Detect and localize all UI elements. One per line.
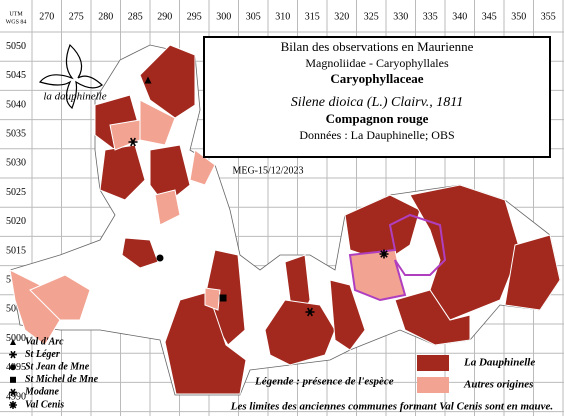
- x-label: 340: [452, 11, 467, 22]
- symbol: [305, 307, 315, 317]
- grid-corner: WGS 84: [6, 19, 27, 25]
- place-markers: [128, 76, 389, 317]
- place-name: Modane: [24, 387, 59, 398]
- commune-other: [29, 274, 91, 321]
- symbol: [144, 76, 152, 84]
- commune-dauphinelle: [99, 144, 146, 201]
- x-label: 335: [423, 11, 438, 22]
- y-label: 4995: [6, 362, 26, 373]
- family: Caryophyllaceae: [330, 71, 423, 86]
- logo-text: la dauphinelle: [43, 91, 106, 103]
- legend-label: La Dauphinelle: [463, 357, 535, 369]
- y-label: 5025: [6, 187, 26, 198]
- note: Les limites des anciennes communes forma…: [230, 401, 553, 413]
- y-label: 5020: [6, 216, 26, 227]
- x-label: 310: [275, 11, 290, 22]
- commune-dauphinelle: [329, 279, 366, 351]
- place-name: St Michel de Mne: [25, 374, 99, 385]
- x-label: 270: [39, 11, 54, 22]
- commune-dauphinelle: [139, 44, 196, 119]
- commune-dauphinelle: [409, 184, 521, 321]
- commune-other: [204, 287, 221, 311]
- place-name: Val d'Arc: [25, 336, 64, 347]
- legend-swatch: [417, 377, 449, 393]
- y-label: 5005: [6, 304, 26, 315]
- x-label: 315: [305, 11, 320, 22]
- commune-dauphinelle: [344, 194, 421, 256]
- symbol: [10, 364, 16, 371]
- legend-title: Légende : présence de l'espèce: [254, 376, 394, 388]
- x-label: 320: [334, 11, 349, 22]
- x-label: 350: [511, 11, 526, 22]
- x-label: 300: [216, 11, 231, 22]
- y-label: 5040: [6, 99, 26, 110]
- x-label: 305: [246, 11, 261, 22]
- x-label: 325: [364, 11, 379, 22]
- x-label: 345: [482, 11, 497, 22]
- taxon-group: Magnoliidae - Caryophyllales: [305, 56, 449, 70]
- symbol: [128, 137, 138, 147]
- y-label: 5045: [6, 70, 26, 81]
- commune-other: [154, 189, 181, 226]
- commune-dauphinelle: [264, 299, 336, 366]
- y-label: 4990: [6, 391, 26, 402]
- commune-dauphinelle: [504, 234, 561, 311]
- x-label: 285: [128, 11, 143, 22]
- symbol: [9, 388, 17, 397]
- logo: la dauphinelle: [38, 43, 107, 109]
- y-label: 5030: [6, 158, 26, 169]
- y-label: 5035: [6, 128, 26, 139]
- legend-label: Autres origines: [463, 379, 533, 391]
- symbol: [9, 350, 17, 359]
- x-label: 355: [541, 11, 556, 22]
- commune-dauphinelle: [121, 237, 159, 269]
- x-label: 280: [98, 11, 113, 22]
- symbol: [10, 376, 16, 383]
- y-label: 5000: [6, 333, 26, 344]
- species: Silene dioica (L.) Clairv., 1811: [291, 95, 464, 110]
- symbol: [219, 294, 227, 302]
- symbol: [379, 249, 389, 259]
- date: MEG-15/12/2023: [232, 165, 303, 176]
- legend-swatch: [417, 355, 449, 371]
- commune-other: [189, 149, 216, 186]
- y-label: 5050: [6, 41, 26, 52]
- logo-flower: [38, 43, 103, 109]
- region: Bilan des observations en Maurienne: [281, 39, 474, 54]
- x-label: 330: [393, 11, 408, 22]
- title-box: [203, 36, 551, 158]
- source: Données : La Dauphinelle; OBS: [299, 128, 454, 142]
- y-label: 5015: [6, 245, 26, 256]
- commune-dauphinelle: [394, 289, 471, 346]
- val-cenis-boundary: [348, 213, 447, 302]
- symbol: [156, 254, 164, 262]
- place-name: St Jean de Mne: [25, 361, 90, 372]
- common-name: Compagnon rouge: [326, 111, 429, 126]
- place-name: St Léger: [25, 349, 60, 360]
- place-name: Val Cenis: [25, 399, 64, 410]
- grid-corner: UTM: [9, 11, 23, 17]
- x-label: 290: [157, 11, 172, 22]
- x-label: 275: [69, 11, 84, 22]
- commune-dauphinelle: [149, 144, 191, 206]
- commune-other: [9, 269, 61, 346]
- symbol: [9, 401, 17, 409]
- symbol: [10, 339, 16, 345]
- legend: La Dauphinelle Autres origines: [417, 355, 535, 393]
- x-label: 295: [187, 11, 202, 22]
- communes: [9, 44, 561, 396]
